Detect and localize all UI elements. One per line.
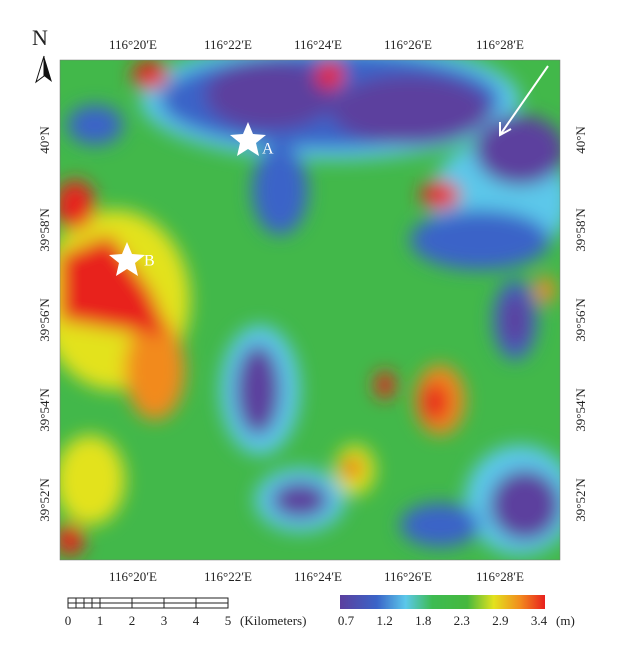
longitude-label: 116°24′E	[294, 37, 342, 52]
latitude-label: 39°58′N	[37, 208, 52, 252]
scale-label: 3	[161, 613, 168, 628]
scale-unit: (Kilometers)	[240, 613, 306, 628]
longitude-label: 116°22′E	[204, 569, 252, 584]
scale-label: 2	[129, 613, 136, 628]
north-label: N	[32, 25, 48, 50]
latitude-label: 39°56′N	[573, 298, 588, 342]
legend-label: 3.4	[531, 613, 548, 628]
height-raster	[60, 60, 560, 560]
legend-label: 1.2	[376, 613, 392, 628]
latitude-label: 39°56′N	[37, 298, 52, 342]
legend-label: 2.3	[454, 613, 470, 628]
longitude-label: 116°28′E	[476, 569, 524, 584]
map-frame	[59, 59, 561, 561]
longitude-label: 116°20′E	[109, 569, 157, 584]
scale-bar	[67, 597, 229, 609]
latitude-label: 39°58′N	[573, 208, 588, 252]
point-a-star	[230, 122, 266, 156]
scale-label: 5	[225, 613, 232, 628]
longitude-label: 116°28′E	[476, 37, 524, 52]
legend-unit: (m)	[556, 613, 575, 628]
longitude-label: 116°22′E	[204, 37, 252, 52]
north-arrow-right	[44, 56, 52, 82]
longitude-label: 116°26′E	[384, 569, 432, 584]
latitude-label: 39°52′N	[573, 478, 588, 522]
arrow-head	[499, 122, 512, 137]
legend-label: 1.8	[415, 613, 431, 628]
point-b-star	[109, 242, 145, 276]
longitude-label: 116°20′E	[109, 37, 157, 52]
scale-label: 1	[97, 613, 104, 628]
legend-label: 2.9	[492, 613, 508, 628]
latitude-label: 39°54′N	[37, 388, 52, 432]
latitude-label: 40°N	[37, 126, 52, 154]
color-bar	[340, 595, 545, 609]
direction-arrow	[499, 65, 549, 136]
latitude-label: 40°N	[573, 126, 588, 154]
point-label: B	[144, 253, 155, 270]
legend-label: 0.7	[338, 613, 355, 628]
north-arrow-left	[35, 55, 45, 84]
latitude-label: 39°54′N	[573, 388, 588, 432]
scale-label: 4	[193, 613, 200, 628]
latitude-label: 39°52′N	[37, 478, 52, 522]
longitude-label: 116°24′E	[294, 569, 342, 584]
scale-label: 0	[65, 613, 72, 628]
point-label: A	[262, 141, 274, 158]
longitude-label: 116°26′E	[384, 37, 432, 52]
